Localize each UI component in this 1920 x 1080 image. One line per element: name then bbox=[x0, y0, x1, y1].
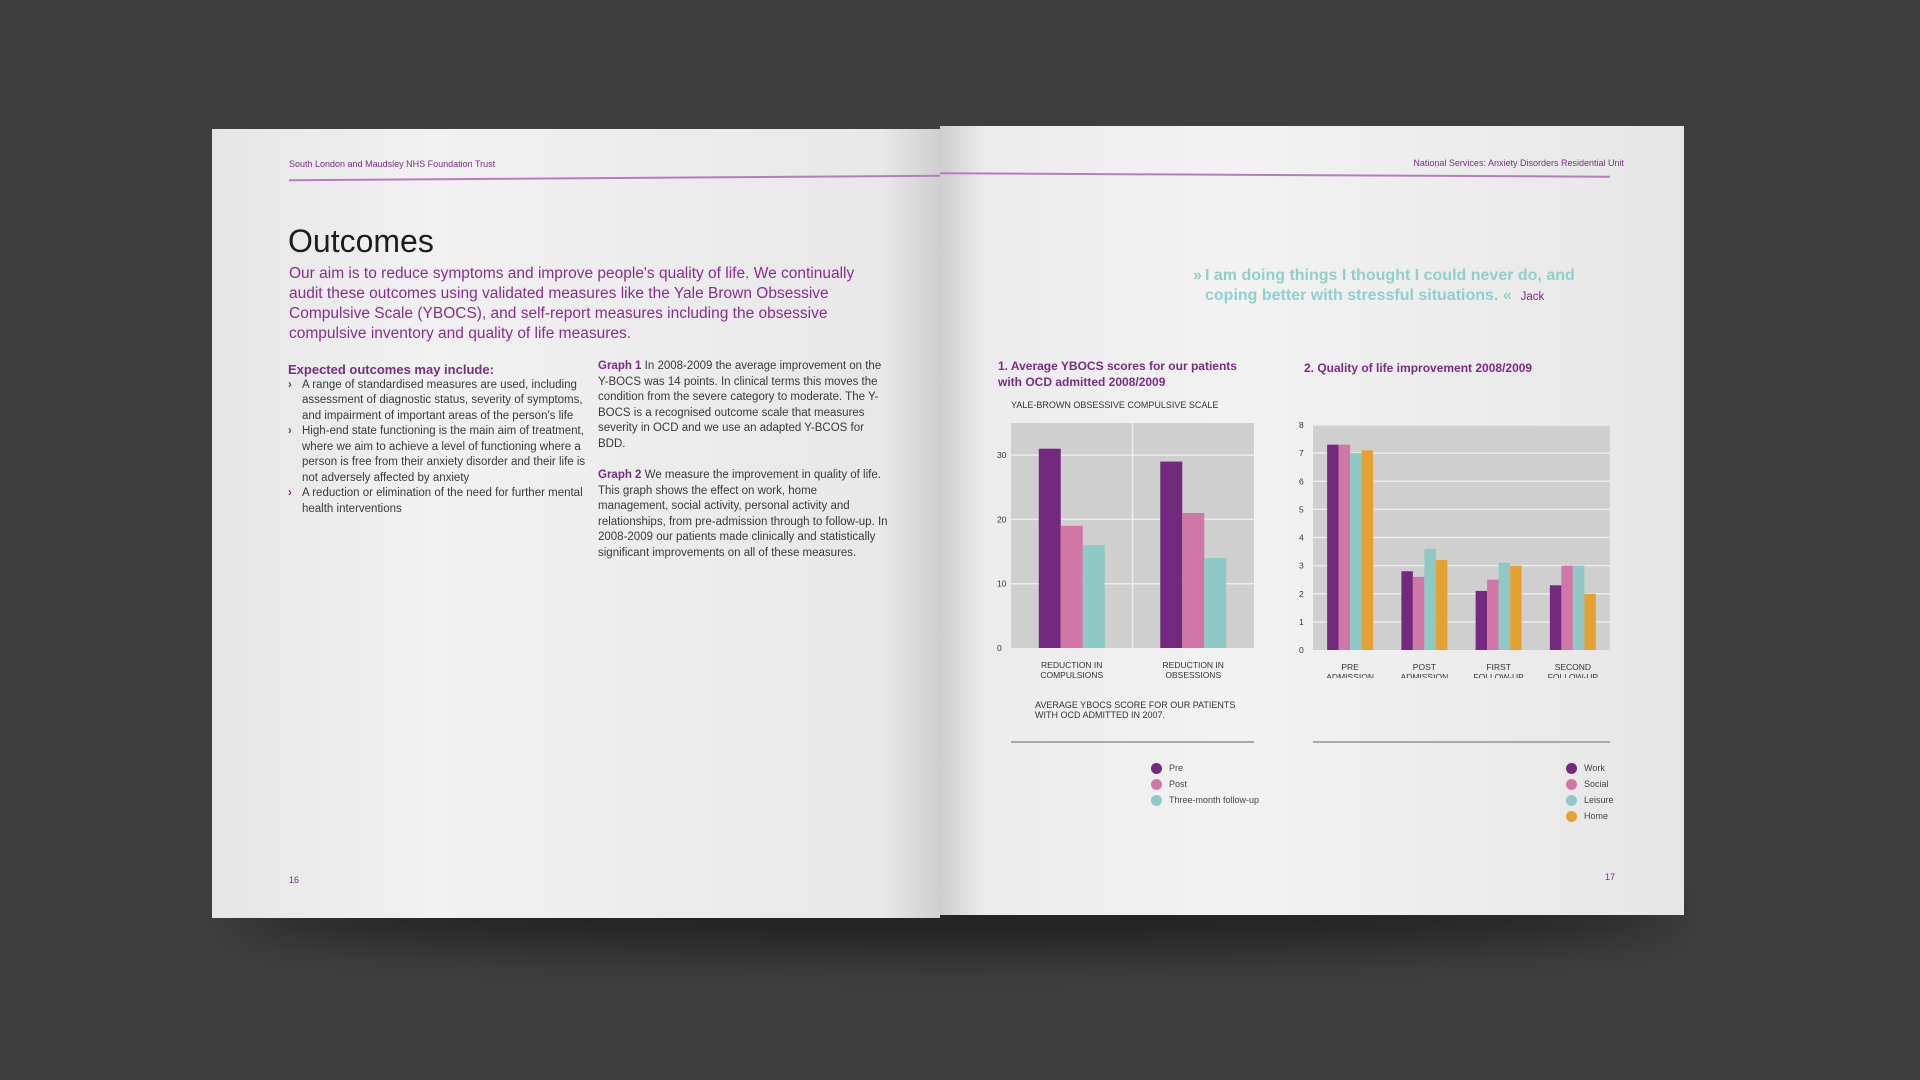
chart2-title: 2. Quality of life improvement 2008/2009 bbox=[1304, 361, 1533, 375]
bar-leisure bbox=[1350, 453, 1362, 650]
y-tick-label: 6 bbox=[1299, 476, 1304, 486]
bar-home bbox=[1510, 565, 1522, 650]
legend-swatch bbox=[1566, 810, 1577, 822]
bar-work bbox=[1327, 444, 1339, 650]
chart2-quality-of-life-bar-chart: 0 1 2 3 4 5 6 7 8 PRE ADMISSION POST ADMISSION FIRST F… bbox=[1299, 420, 1610, 678]
legend-item: Three-month follow-up bbox=[1151, 792, 1259, 808]
legend-swatch bbox=[1151, 778, 1162, 790]
bar-social bbox=[1487, 579, 1499, 650]
y-tick-label: 0 bbox=[997, 643, 1002, 653]
chart1-legend: Pre Post Three-month follow-up bbox=[1151, 760, 1259, 808]
legend-item: Post bbox=[1151, 776, 1259, 792]
bar-post bbox=[1182, 513, 1205, 648]
legend-label: Leisure bbox=[1584, 795, 1614, 805]
chevron-right-icon: › bbox=[288, 487, 292, 499]
left-page: South London and Maudsley NHS Foundation… bbox=[212, 129, 940, 918]
legend-swatch bbox=[1151, 794, 1162, 806]
bar-home bbox=[1584, 593, 1596, 650]
x-tick-label: POST ADMISSION bbox=[1401, 662, 1449, 678]
legend-label: Three-month follow-up bbox=[1169, 795, 1260, 805]
y-tick-label: 0 bbox=[1299, 645, 1304, 655]
bar-leisure bbox=[1498, 562, 1511, 650]
list-item: › High-end state functioning is the main … bbox=[288, 425, 586, 484]
legend-item: Social bbox=[1566, 776, 1614, 792]
page-number: 17 bbox=[1605, 872, 1616, 882]
bar-post bbox=[1060, 525, 1083, 648]
expected-outcomes: Expected outcomes may include: › A range … bbox=[288, 362, 588, 517]
bar-work bbox=[1401, 571, 1413, 650]
chart2-legend: Work Social Leisure Home bbox=[1566, 760, 1614, 824]
x-tick-label: SECOND FOLLOW-UP bbox=[1548, 662, 1599, 678]
bar-social bbox=[1412, 576, 1425, 650]
x-tick-label: REDUCTION IN OBSESSIONS bbox=[1163, 660, 1224, 678]
graph-descriptions: Graph 1 In 2008-2009 the average improve… bbox=[598, 359, 888, 561]
bar-social bbox=[1561, 565, 1573, 650]
header-rule bbox=[940, 172, 1610, 178]
bar-three-month-follow-up bbox=[1082, 545, 1105, 648]
chart1-title: 1. Average YBOCS scores for our patients… bbox=[998, 359, 1237, 389]
legend-swatch bbox=[1566, 778, 1577, 790]
header-rule bbox=[289, 174, 940, 181]
chart2-rule bbox=[1313, 741, 1610, 743]
legend-label: Work bbox=[1584, 763, 1605, 773]
y-tick-label: 8 bbox=[1299, 420, 1304, 430]
legend-label: Pre bbox=[1169, 763, 1184, 773]
chevron-right-icon: › bbox=[288, 378, 292, 391]
y-tick-label: 7 bbox=[1299, 448, 1304, 458]
testimonial-quote: » I am doing things I thought I could nev… bbox=[1193, 267, 1575, 304]
left-header: South London and Maudsley NHS Foundation… bbox=[289, 159, 496, 169]
y-tick-label: 30 bbox=[997, 450, 1007, 460]
y-tick-label: 2 bbox=[1299, 589, 1304, 599]
bar-work bbox=[1475, 590, 1488, 650]
x-tick-label: REDUCTION IN COMPULSIONS bbox=[1040, 660, 1103, 678]
legend-item: Pre bbox=[1151, 760, 1259, 776]
page-title: Outcomes bbox=[288, 223, 434, 259]
right-header: National Services: Anxiety Disorders Res… bbox=[1413, 158, 1624, 168]
y-tick-label: 20 bbox=[997, 514, 1007, 524]
x-tick-label: FIRST FOLLOW-UP bbox=[1473, 662, 1524, 678]
legend-item: Leisure bbox=[1566, 792, 1614, 808]
graph2-description: Graph 2 We measure the improvement in qu… bbox=[598, 469, 888, 559]
bar-home bbox=[1435, 560, 1448, 650]
y-tick-label: 4 bbox=[1299, 533, 1304, 543]
list-item: › A reduction or elimination of the need … bbox=[288, 487, 583, 515]
page-number: 16 bbox=[289, 875, 300, 885]
chart1-rule bbox=[1011, 741, 1254, 743]
bar-pre bbox=[1160, 461, 1183, 648]
graph1-description: Graph 1 In 2008-2009 the average improve… bbox=[598, 360, 882, 450]
x-tick-label: PRE ADMISSION bbox=[1326, 662, 1374, 678]
bar-work bbox=[1549, 585, 1562, 650]
bar-leisure bbox=[1572, 565, 1585, 650]
legend-item: Home bbox=[1566, 808, 1614, 824]
outcomes-list: › A range of standardised measures are us… bbox=[288, 378, 588, 518]
bar-pre bbox=[1038, 448, 1061, 648]
legend-item: Work bbox=[1566, 760, 1614, 776]
chart1-ybocs-bar-chart: 0 10 20 30 REDUCTION IN COMPULSIONS REDUCTION … bbox=[997, 423, 1254, 678]
y-tick-label: 5 bbox=[1299, 504, 1304, 514]
legend-swatch bbox=[1566, 762, 1577, 774]
legend-label: Post bbox=[1169, 779, 1188, 789]
chart1-ylabel: YALE-BROWN OBSESSIVE COMPULSIVE SCALE bbox=[1011, 400, 1219, 410]
quote-author: Jack bbox=[1520, 291, 1545, 303]
bar-leisure bbox=[1424, 548, 1436, 650]
y-tick-label: 10 bbox=[997, 579, 1007, 589]
bar-home bbox=[1361, 450, 1374, 650]
chevron-right-icon: › bbox=[288, 425, 292, 437]
y-tick-label: 1 bbox=[1299, 617, 1304, 627]
right-page: National Services: Anxiety Disorders Res… bbox=[940, 126, 1684, 915]
legend-label: Social bbox=[1584, 779, 1609, 789]
chart1-note: AVERAGE YBOCS SCORE FOR OUR PATIENTS WIT… bbox=[1035, 700, 1236, 720]
legend-label: Home bbox=[1584, 811, 1609, 821]
bar-social bbox=[1338, 444, 1351, 650]
y-tick-label: 3 bbox=[1299, 561, 1304, 571]
intro-text: Our aim is to reduce symptoms and improv… bbox=[289, 265, 855, 342]
legend-swatch bbox=[1151, 762, 1162, 774]
list-item: › A range of standardised measures are us… bbox=[288, 378, 583, 422]
legend-swatch bbox=[1566, 794, 1577, 806]
expected-heading: Expected outcomes may include: bbox=[288, 362, 494, 377]
bar-three-month-follow-up bbox=[1204, 558, 1227, 648]
